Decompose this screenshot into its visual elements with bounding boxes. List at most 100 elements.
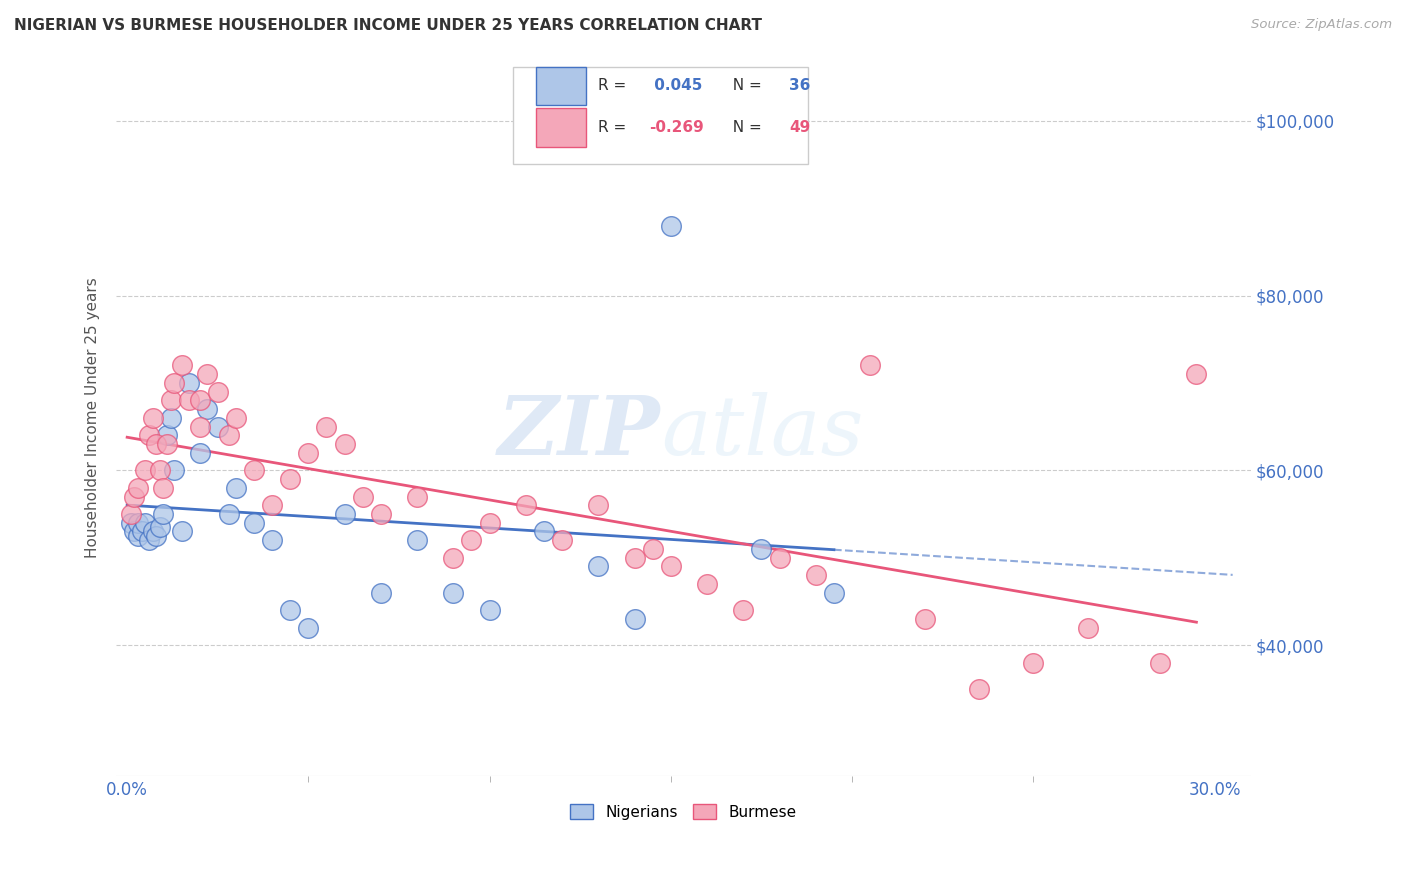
Point [131,524,153,539]
Point [478,603,501,617]
Point [460,533,482,548]
Text: N =: N = [723,78,766,94]
Point [149,520,172,534]
Text: NIGERIAN VS BURMESE HOUSEHOLDER INCOME UNDER 25 YEARS CORRELATION CHART: NIGERIAN VS BURMESE HOUSEHOLDER INCOME U… [14,18,762,33]
Point [163,463,186,477]
Point [278,472,301,486]
Point [243,516,266,530]
Point [406,533,429,548]
Text: -0.269: -0.269 [650,120,704,135]
Point [218,428,240,442]
Point [138,533,160,548]
Point [588,498,610,512]
Point [170,524,193,539]
Point [1185,367,1208,381]
Text: 0.045: 0.045 [650,78,703,94]
Point [152,481,174,495]
Point [159,393,181,408]
Point [623,612,645,626]
Point [441,550,464,565]
Point [127,516,149,530]
Text: R =: R = [599,120,631,135]
Point [297,621,319,635]
Point [195,402,218,417]
Point [641,541,664,556]
Point [207,419,229,434]
Y-axis label: Householder Income Under 25 years: Householder Income Under 25 years [86,277,100,558]
Text: Source: ZipAtlas.com: Source: ZipAtlas.com [1251,18,1392,31]
Point [406,490,429,504]
Point [124,490,146,504]
Text: 36: 36 [789,78,810,94]
Point [177,376,200,390]
Point [278,603,301,617]
Point [141,410,163,425]
Point [659,219,682,233]
Point [515,498,537,512]
Point [149,463,172,477]
Point [297,446,319,460]
Point [478,516,501,530]
Point [352,490,374,504]
Point [751,541,773,556]
Point [1077,621,1099,635]
Point [225,481,247,495]
Point [696,577,718,591]
Point [145,437,167,451]
Point [163,376,186,390]
Point [967,681,990,696]
Point [914,612,936,626]
Point [207,384,229,399]
Point [551,533,574,548]
FancyBboxPatch shape [536,108,586,146]
Point [170,359,193,373]
Point [733,603,755,617]
Point [370,507,392,521]
Point [659,559,682,574]
Point [859,359,882,373]
Point [1022,656,1045,670]
Text: atlas: atlas [661,392,863,472]
Point [124,524,146,539]
Point [441,585,464,599]
Point [134,463,156,477]
Point [768,550,790,565]
Point [156,437,179,451]
Point [156,428,179,442]
Point [333,437,356,451]
Point [188,419,211,434]
Text: 49: 49 [789,120,810,135]
Point [120,516,142,530]
Legend: Nigerians, Burmese: Nigerians, Burmese [564,797,803,826]
Point [262,498,284,512]
Point [188,446,211,460]
Point [262,533,284,548]
Point [823,585,845,599]
Point [138,428,160,442]
Point [188,393,211,408]
Point [152,507,174,521]
Text: N =: N = [723,120,766,135]
FancyBboxPatch shape [536,67,586,105]
Point [333,507,356,521]
Point [159,410,181,425]
Point [134,516,156,530]
Point [127,481,149,495]
Point [127,529,149,543]
Point [370,585,392,599]
FancyBboxPatch shape [513,67,808,163]
Point [315,419,337,434]
Point [145,529,167,543]
Point [533,524,555,539]
Point [623,550,645,565]
Point [141,524,163,539]
Point [804,568,827,582]
Point [195,367,218,381]
Point [120,507,142,521]
Point [1149,656,1171,670]
Point [588,559,610,574]
Text: ZIP: ZIP [498,392,661,472]
Point [225,410,247,425]
Point [243,463,266,477]
Point [177,393,200,408]
